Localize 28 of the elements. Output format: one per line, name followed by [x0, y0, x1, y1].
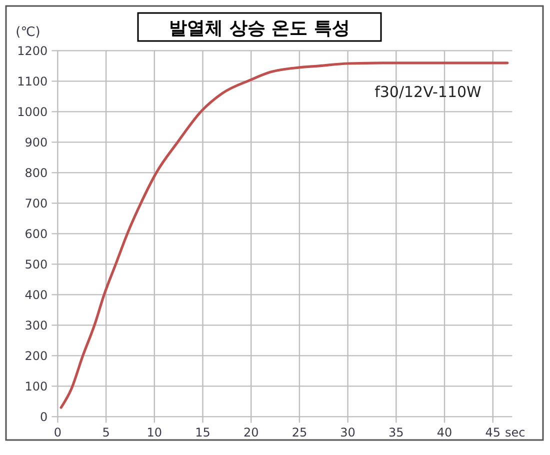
y-tick-label: 100 [24, 379, 48, 394]
x-axis-title: sec [505, 426, 526, 440]
x-tick-label: 45 [485, 426, 500, 440]
x-tick-label: 20 [243, 426, 259, 440]
y-tick-label: 1200 [17, 44, 48, 58]
x-tick-label: 35 [388, 426, 404, 440]
x-tick-label: 10 [146, 426, 162, 440]
y-tick-label: 900 [24, 135, 48, 150]
series-label: f30/12V-110W [374, 82, 482, 101]
y-tick-label: 300 [24, 318, 48, 332]
x-tick-label: 25 [292, 426, 308, 440]
x-tick-label: 0 [54, 426, 62, 440]
chart-title: 발열체 상승 온도 특성 [169, 18, 350, 39]
x-tick-label: 40 [436, 426, 452, 440]
y-tick-label: 500 [24, 257, 48, 272]
x-tick-label: 30 [340, 426, 356, 440]
x-tick-label: 5 [102, 426, 110, 440]
y-tick-label: 700 [24, 196, 48, 210]
y-tick-label: 600 [24, 226, 48, 241]
y-tick-label: 1000 [17, 104, 48, 119]
y-tick-label: 400 [24, 288, 48, 302]
y-tick-label: 1100 [17, 74, 48, 88]
y-tick-label: 200 [24, 348, 48, 363]
y-axis-title: (℃) [16, 25, 40, 40]
line-series [60, 62, 509, 409]
y-tick-label: 800 [24, 166, 48, 180]
x-tick-label: 15 [195, 426, 210, 440]
y-tick-label: 0 [40, 410, 48, 424]
